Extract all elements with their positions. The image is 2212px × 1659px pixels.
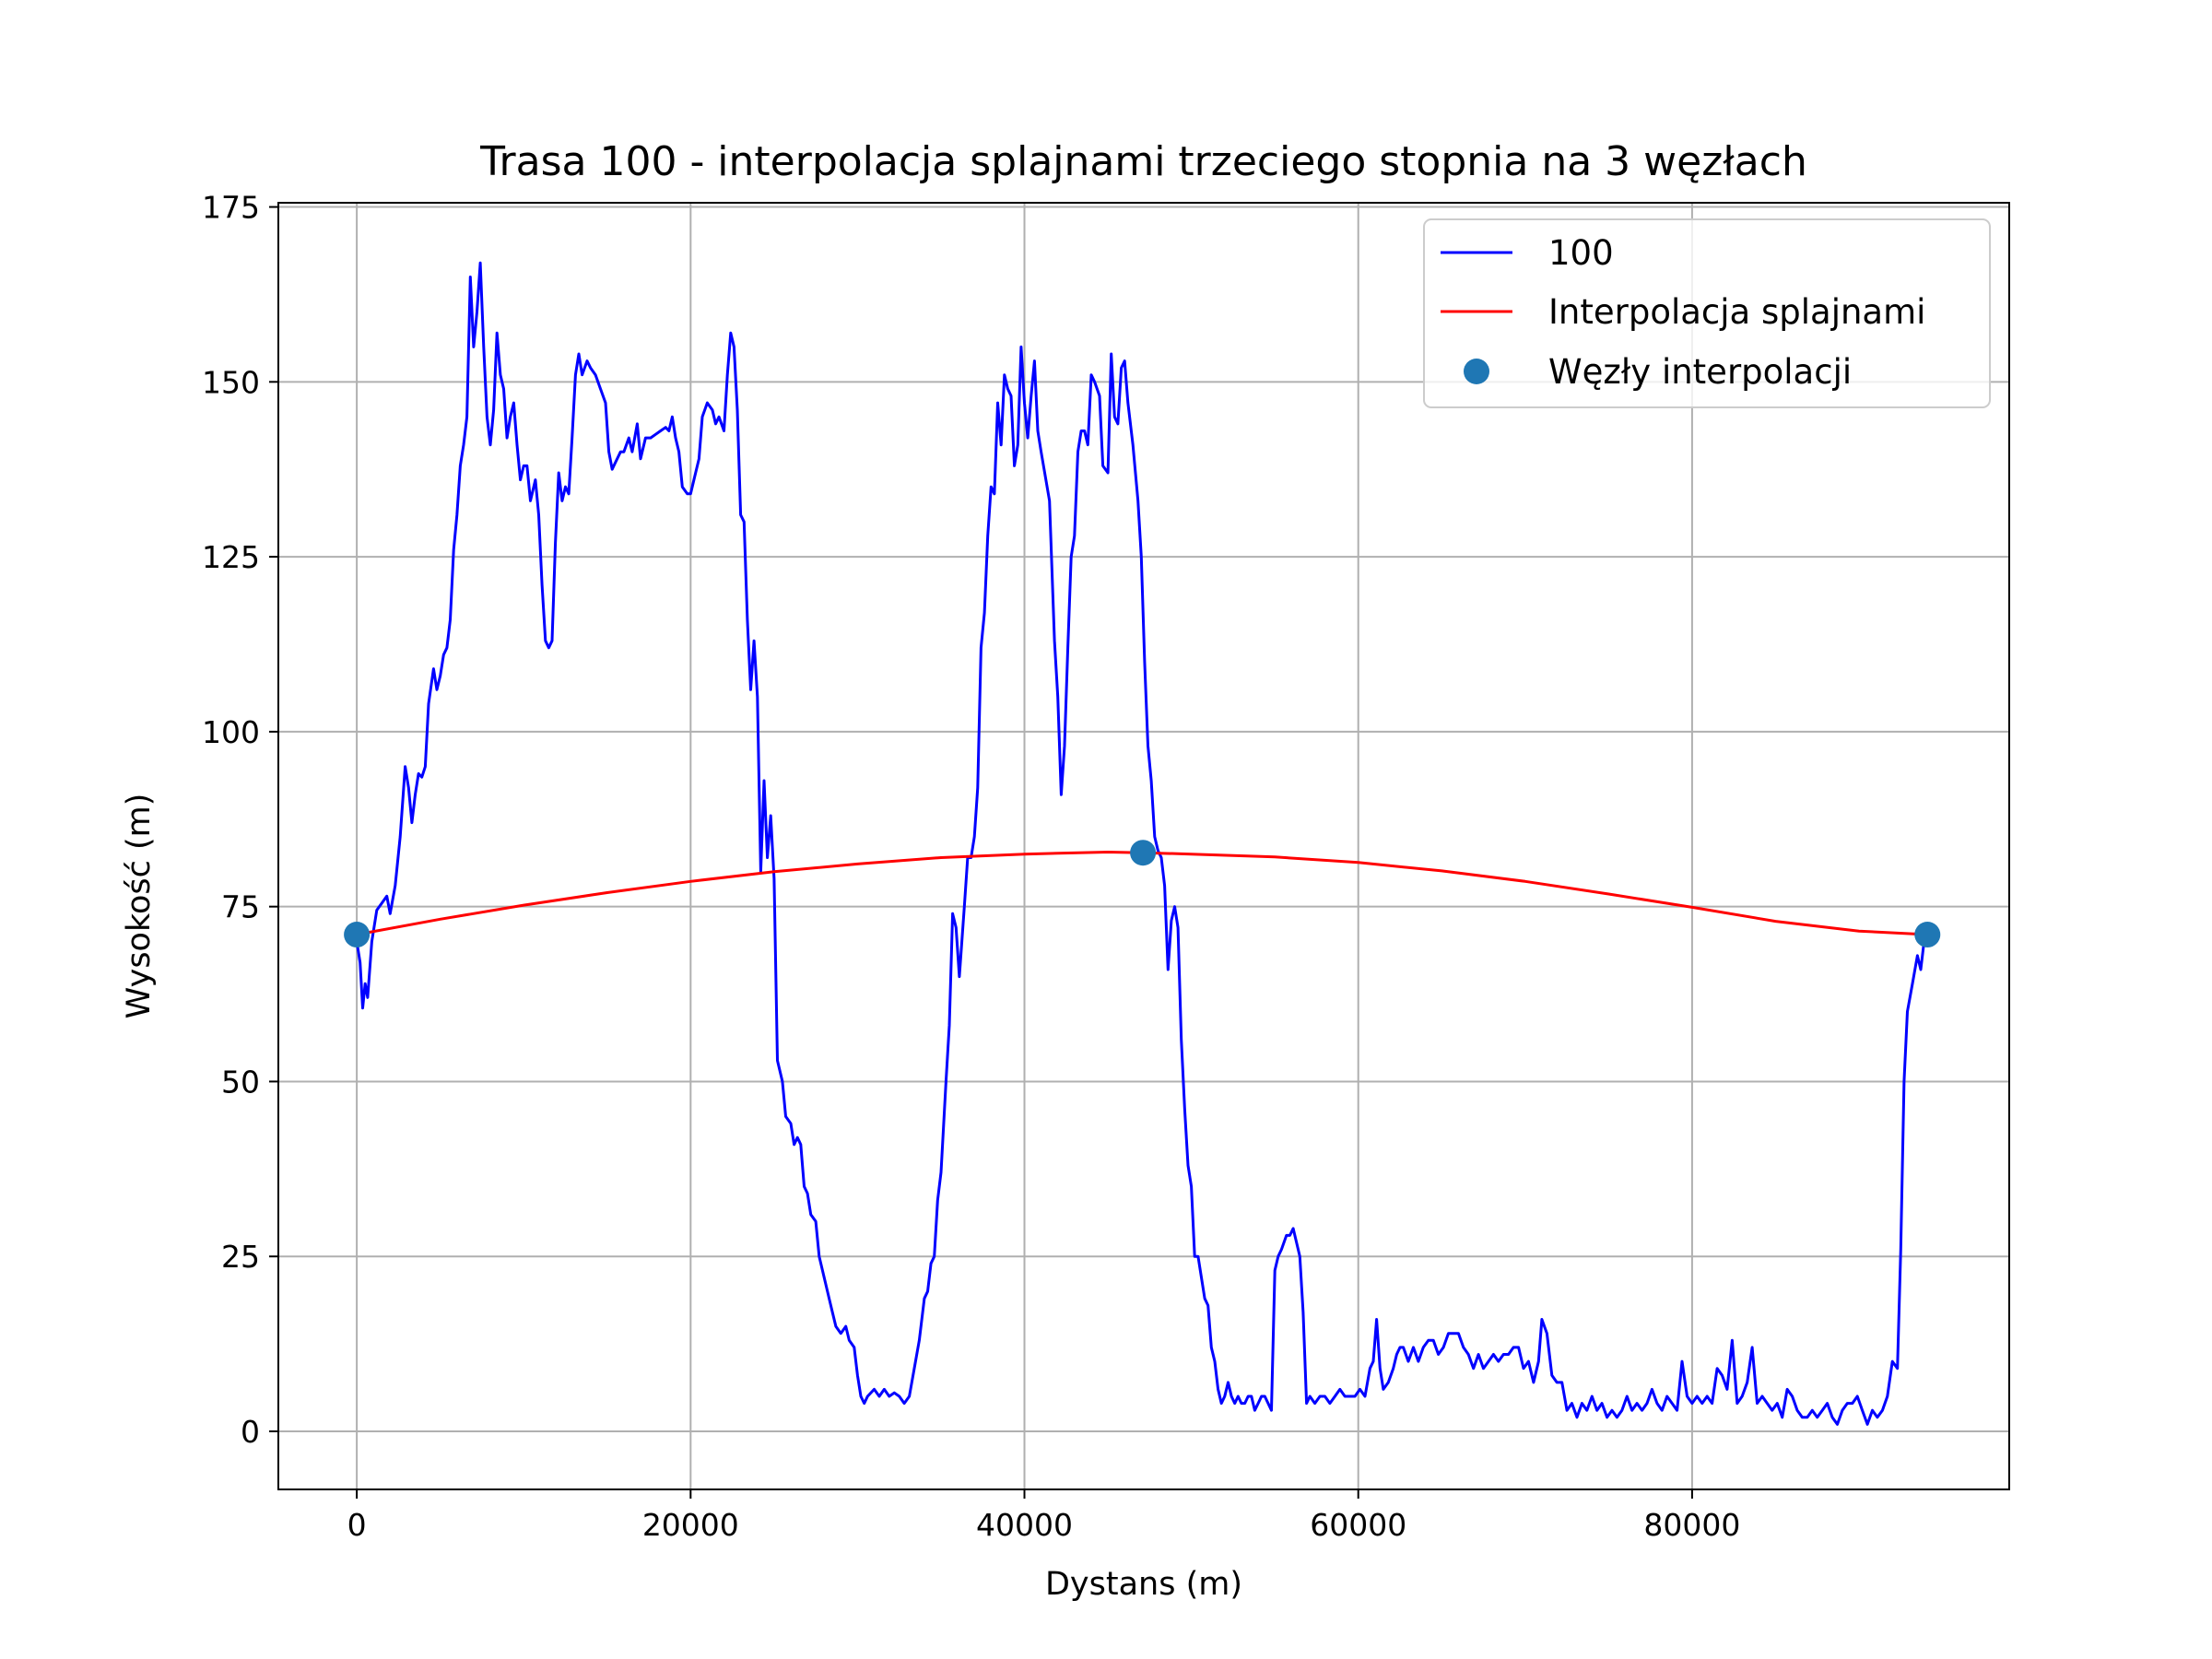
x-axis-label: Dystans (m) — [1045, 1566, 1242, 1603]
y-tick-label: 25 — [221, 1239, 260, 1275]
series-layer — [344, 261, 1941, 1426]
ticks: 0 20000 40000 60000 80000 0 25 50 75 100 125 150 175 — [202, 190, 1740, 1543]
x-tick-label: 60000 — [1310, 1507, 1406, 1543]
y-axis-label: Wysokość (m) — [121, 794, 158, 1019]
legend-box — [1423, 218, 1991, 408]
y-tick-label: 0 — [241, 1414, 260, 1450]
axes-frame — [277, 202, 2010, 1490]
legend-label-nodes: Węzły interpolacji — [1548, 352, 1852, 392]
y-tick-label: 125 — [202, 539, 260, 575]
interpolation-node-point — [344, 922, 371, 948]
y-tick-label: 75 — [221, 889, 260, 925]
chart-title: Trasa 100 - interpolacja splajnami trzec… — [479, 138, 1807, 185]
y-tick-label: 150 — [202, 364, 260, 400]
x-tick-label: 20000 — [642, 1507, 739, 1543]
interpolation-node-point — [1914, 922, 1941, 948]
x-tick-label: 80000 — [1643, 1507, 1740, 1543]
legend: 100 Interpolacja splajnami Węzły interpo… — [1423, 218, 1991, 408]
legend-label-100: 100 — [1548, 233, 1614, 273]
y-tick-label: 100 — [202, 714, 260, 750]
series-line-0 — [355, 261, 1929, 1426]
y-tick-label: 175 — [202, 190, 260, 226]
x-tick-label: 0 — [347, 1507, 367, 1543]
y-tick-label: 50 — [221, 1064, 260, 1100]
legend-label-interpolation: Interpolacja splajnami — [1548, 292, 1925, 332]
x-tick-label: 40000 — [976, 1507, 1073, 1543]
legend-swatch-nodes — [1464, 359, 1489, 384]
interpolation-node-point — [1130, 840, 1157, 866]
